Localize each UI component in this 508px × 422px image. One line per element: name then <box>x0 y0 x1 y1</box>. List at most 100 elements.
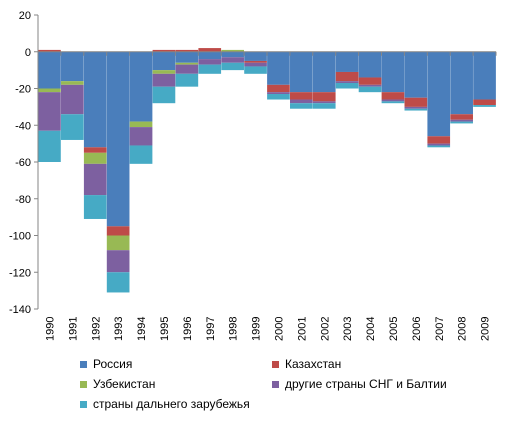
bar-1994-series-3 <box>129 127 153 146</box>
legend-item-kazakhstan: Казахстан <box>272 357 341 371</box>
bar-2000-series-3 <box>267 92 290 95</box>
bar-1996-series-2 <box>175 62 199 65</box>
legend-swatch-far-abroad <box>80 400 87 408</box>
bar-1999-series-0 <box>244 51 267 61</box>
legend-swatch-russia <box>80 360 87 368</box>
bar-1997-series-0 <box>198 51 222 60</box>
bar-1998-series-0 <box>221 51 244 58</box>
bar-1990-series-4 <box>38 130 61 162</box>
bar-1994-series-4 <box>129 145 153 164</box>
x-tick-label: 1994 <box>136 317 148 341</box>
bar-2004-series-4 <box>358 86 382 93</box>
bar-2009-series-1 <box>473 99 496 106</box>
legend-label-russia: Россия <box>93 357 133 371</box>
bar-1990-series-0 <box>38 51 61 89</box>
bar-1993-series-1 <box>106 226 130 236</box>
bar-2001-series-1 <box>290 92 313 100</box>
bar-2008-series-0 <box>450 51 473 115</box>
bar-1997-series-1 <box>198 48 222 52</box>
bar-1993-series-3 <box>106 250 130 273</box>
bar-1993-series-2 <box>106 235 130 251</box>
bar-1999-series-3 <box>244 62 267 67</box>
x-tick-label: 2006 <box>411 317 423 341</box>
bar-1995-series-0 <box>152 51 176 71</box>
x-tick-label: 2009 <box>480 317 492 341</box>
legend-label-kazakhstan: Казахстан <box>285 357 342 371</box>
bar-1992-series-0 <box>83 51 107 148</box>
bar-2009-series-4 <box>473 105 496 107</box>
bar-2000-series-4 <box>267 94 290 100</box>
x-tick-label: 2000 <box>273 317 285 341</box>
bar-1993-series-4 <box>106 272 130 293</box>
x-tick-label: 1995 <box>159 317 171 341</box>
legend-swatch-uzbekistan <box>80 380 87 388</box>
legend-item-other-cis: другие страны СНГ и Балтии <box>272 377 447 391</box>
axes-layer: 20 0 -20 -40 -60 -80 -100 -120 -140 1990 1991 1992 1… <box>9 10 497 341</box>
bar-1996-series-1 <box>175 49 199 52</box>
bar-2004-series-0 <box>358 51 382 78</box>
bar-1992-series-1 <box>83 147 107 153</box>
x-tick-label: 2001 <box>296 317 308 341</box>
bar-1991-series-0 <box>61 51 84 82</box>
bar-2006-series-3 <box>404 106 428 109</box>
x-tick-label: 1999 <box>251 317 263 341</box>
bar-1996-series-4 <box>175 73 199 87</box>
bar-1995-series-3 <box>152 73 176 87</box>
bar-1990-series-3 <box>38 92 61 131</box>
bar-2005-series-0 <box>381 51 405 93</box>
bar-1999-series-1 <box>244 60 267 63</box>
bar-2005-series-4 <box>381 101 405 104</box>
legend-item-russia: Россия <box>80 357 132 371</box>
bar-2006-series-1 <box>404 97 428 107</box>
bar-2002-series-1 <box>312 92 336 102</box>
bar-2002-series-4 <box>312 103 336 109</box>
bar-2007-series-0 <box>427 51 451 137</box>
legend-swatch-kazakhstan <box>272 360 279 368</box>
x-tick-label: 2005 <box>388 317 400 341</box>
bar-1991-series-4 <box>61 114 84 140</box>
y-tick-label: -60 <box>15 157 31 169</box>
bar-2005-series-1 <box>381 92 405 100</box>
bar-2002-series-0 <box>312 51 336 93</box>
bar-1992-series-3 <box>83 163 107 196</box>
y-tick-label: -20 <box>15 84 31 96</box>
bar-2007-series-1 <box>427 136 451 144</box>
x-tick-label: 1991 <box>67 317 79 341</box>
legend-label-other-cis: другие страны СНГ и Балтии <box>285 377 447 391</box>
bar-2003-series-4 <box>335 82 359 89</box>
bar-1998-series-2 <box>221 49 244 52</box>
bar-1996-series-3 <box>175 64 199 74</box>
bar-2005-series-3 <box>381 99 405 102</box>
bar-1991-series-3 <box>61 84 84 115</box>
x-tick-label: 2007 <box>434 317 446 341</box>
bar-2001-series-3 <box>290 99 313 104</box>
bar-2002-series-3 <box>312 101 336 104</box>
legend-item-far-abroad: страны дальнего зарубежья <box>80 397 250 411</box>
bar-2003-series-0 <box>335 51 359 72</box>
bar-2008-series-4 <box>450 121 473 124</box>
bar-2006-series-0 <box>404 51 428 98</box>
bar-2001-series-0 <box>290 51 313 93</box>
bar-1990-series-2 <box>38 88 61 93</box>
x-tick-label: 1998 <box>228 317 240 341</box>
bar-1995-series-1 <box>152 49 176 52</box>
x-tick-label: 2002 <box>319 317 331 341</box>
y-tick-label: -80 <box>15 194 31 206</box>
bar-1995-series-4 <box>152 86 176 104</box>
bar-1992-series-2 <box>83 152 107 164</box>
y-tick-label: -140 <box>9 304 31 316</box>
bar-1992-series-4 <box>83 195 107 219</box>
y-tick-label: -40 <box>15 120 31 132</box>
bar-1998-series-4 <box>221 62 244 71</box>
bar-2006-series-4 <box>404 108 428 111</box>
bar-2000-series-0 <box>267 51 290 85</box>
bar-2008-series-1 <box>450 114 473 120</box>
bar-1994-series-2 <box>129 121 153 128</box>
bar-2004-series-3 <box>358 84 382 87</box>
bar-1993-series-0 <box>106 51 130 227</box>
bar-2001-series-4 <box>290 103 313 109</box>
bar-1997-series-3 <box>198 59 222 65</box>
legend-item-uzbekistan: Узбекистан <box>80 377 155 391</box>
x-tick-label: 2008 <box>457 317 469 341</box>
